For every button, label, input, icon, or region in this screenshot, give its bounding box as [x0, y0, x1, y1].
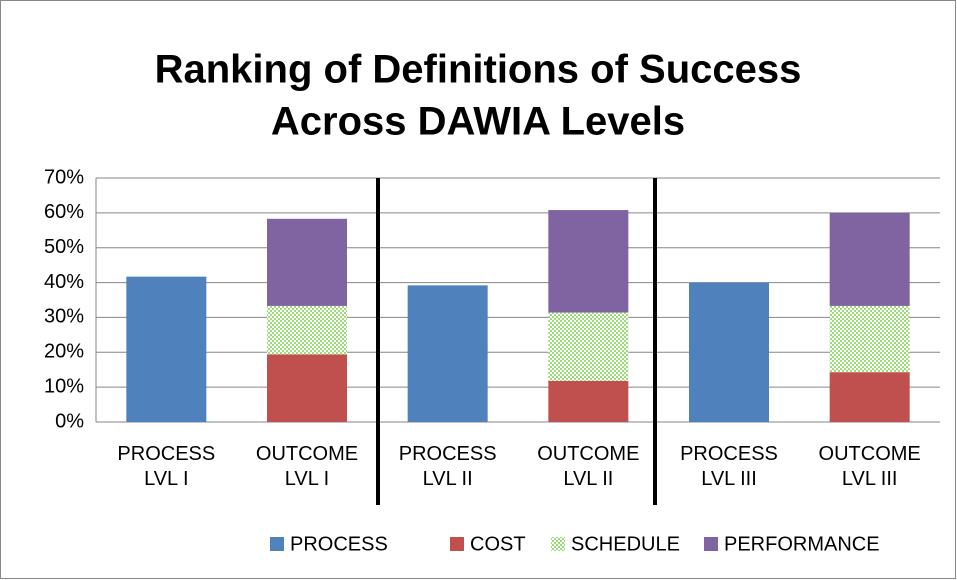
bar-segment — [267, 354, 347, 422]
x-tick-label: OUTCOME LVL II — [537, 443, 639, 490]
bar-segment — [689, 282, 769, 422]
bar-segment — [548, 210, 629, 313]
bar-segment — [126, 276, 207, 422]
y-tick-label: 40% — [44, 271, 84, 293]
legend-label: PERFORMANCE — [724, 533, 880, 555]
legend-swatch — [551, 537, 565, 551]
chart-title: Across DAWIA Levels — [271, 100, 685, 144]
y-tick-label: 20% — [44, 341, 84, 363]
x-tick-label: OUTCOME LVL I — [256, 443, 358, 490]
x-tick-label: PROCESS LVL II — [399, 443, 497, 490]
bar-segment — [407, 285, 488, 422]
bar-segment — [548, 380, 629, 422]
y-tick-label: 50% — [44, 236, 84, 258]
y-tick-label: 10% — [44, 375, 84, 397]
x-tick-label: PROCESS LVL III — [680, 443, 778, 490]
legend-swatch — [270, 537, 284, 551]
x-tick-label: PROCESS LVL I — [117, 443, 215, 490]
bar-segment — [548, 312, 629, 381]
x-tick-label: OUTCOME LVL III — [819, 443, 921, 490]
chart-title: Ranking of Definitions of Success — [155, 48, 802, 92]
bar-segment — [829, 305, 910, 373]
legend-swatch — [450, 537, 464, 551]
y-tick-label: 30% — [44, 306, 84, 328]
bar-segment — [267, 218, 347, 306]
legend-label: SCHEDULE — [571, 533, 680, 555]
y-tick-label: 60% — [44, 201, 84, 223]
bar-segment — [829, 212, 910, 306]
bar-segment — [829, 372, 910, 422]
legend-label: COST — [470, 533, 526, 555]
legend-swatch — [704, 537, 718, 551]
legend-label: PROCESS — [290, 533, 388, 555]
y-tick-label: 70% — [44, 166, 84, 188]
y-tick-label: 0% — [55, 410, 84, 432]
bar-segment — [267, 305, 347, 355]
